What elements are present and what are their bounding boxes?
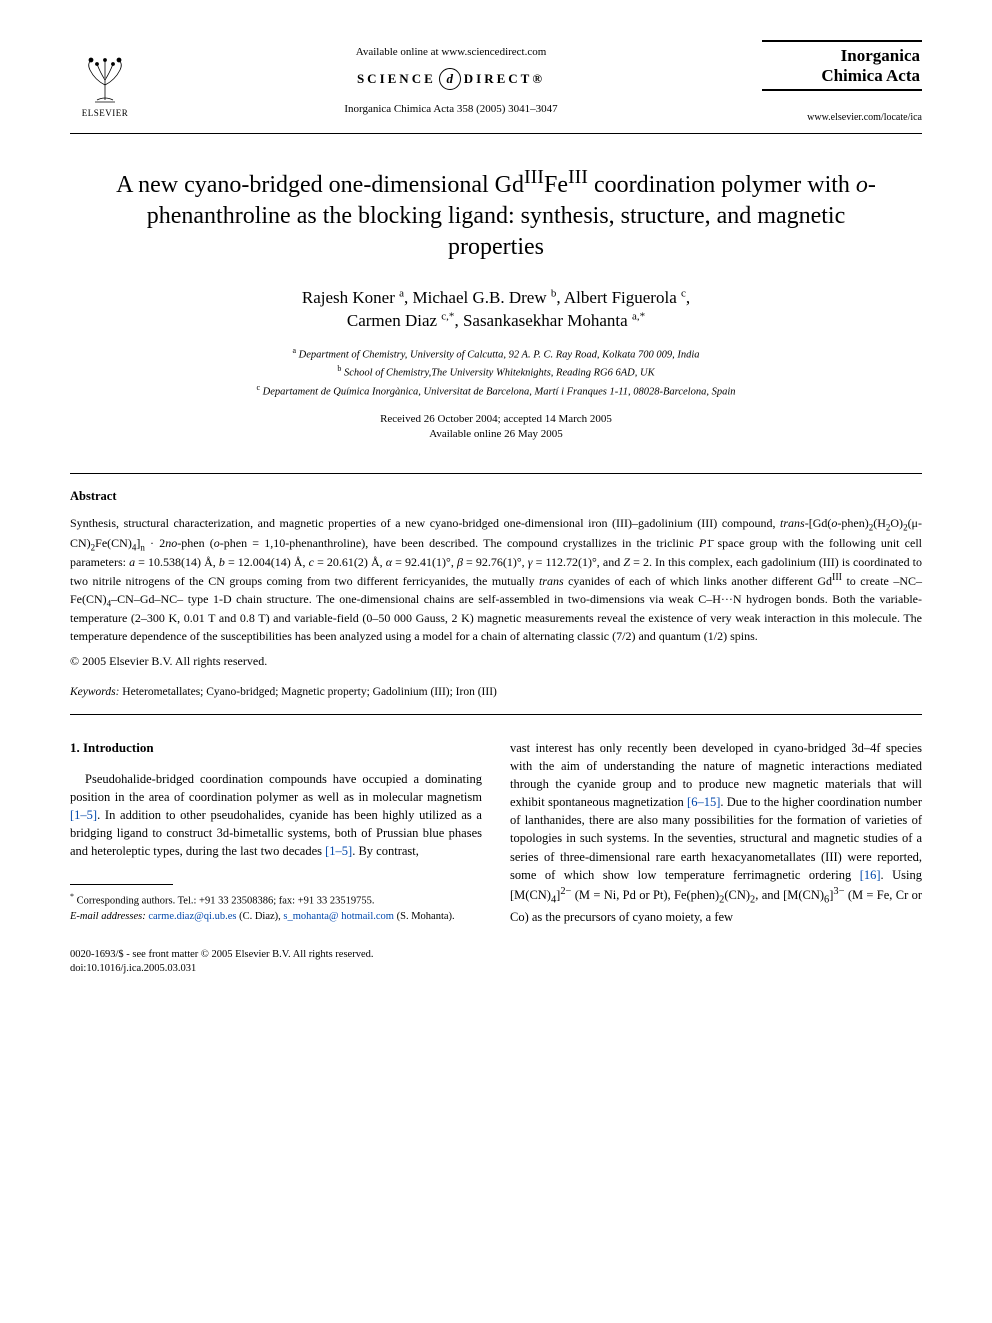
article-title: A new cyano-bridged one-dimensional GdII…	[110, 164, 882, 264]
front-matter: 0020-1693/$ - see front matter © 2005 El…	[70, 948, 922, 976]
corresponding-footnote: * Corresponding authors. Tel.: +91 33 23…	[70, 891, 482, 909]
journal-title-line2: Chimica Acta	[764, 66, 920, 86]
journal-title-line1: Inorganica	[764, 46, 920, 66]
affiliation-b: b School of Chemistry,The University Whi…	[70, 363, 922, 381]
abstract-heading: Abstract	[70, 488, 922, 506]
email-link-2[interactable]: s_mohanta@ hotmail.com	[283, 911, 394, 922]
keywords-label: Keywords:	[70, 686, 119, 698]
sciencedirect-logo: SCIENCE d DIRECT®	[140, 68, 762, 90]
affiliation-c: c Departament de Química Inorgànica, Uni…	[70, 382, 922, 400]
footnotes: * Corresponding authors. Tel.: +91 33 23…	[70, 891, 482, 924]
available-online-text: Available online at www.sciencedirect.co…	[140, 45, 762, 60]
footnote-divider	[70, 884, 173, 885]
authors-list: Rajesh Koner a, Michael G.B. Drew b, Alb…	[70, 286, 922, 334]
intro-para-2: vast interest has only recently been dev…	[510, 739, 922, 926]
issn-line: 0020-1693/$ - see front matter © 2005 El…	[70, 948, 922, 962]
email-link-1[interactable]: carme.diaz@qi.ub.es	[148, 911, 236, 922]
journal-title-box: Inorganica Chimica Acta	[762, 40, 922, 91]
header-center: Available online at www.sciencedirect.co…	[140, 40, 762, 118]
sd-text-left: SCIENCE	[357, 70, 436, 88]
doi-line: doi:10.1016/j.ica.2005.03.031	[70, 962, 922, 976]
abstract-body: Synthesis, structural characterization, …	[70, 515, 922, 645]
affiliation-a: a Department of Chemistry, University of…	[70, 345, 922, 363]
intro-para-1: Pseudohalide-bridged coordination compou…	[70, 770, 482, 861]
sd-text-right: DIRECT®	[464, 70, 545, 88]
column-right: vast interest has only recently been dev…	[510, 739, 922, 926]
sd-circle-icon: d	[439, 68, 461, 90]
copyright-line: © 2005 Elsevier B.V. All rights reserved…	[70, 653, 922, 670]
citation-line: Inorganica Chimica Acta 358 (2005) 3041–…	[140, 102, 762, 117]
elsevier-logo: ELSEVIER	[70, 40, 140, 120]
divider-top	[70, 473, 922, 474]
keywords-text: Heterometallates; Cyano-bridged; Magneti…	[119, 686, 496, 698]
online-date: Available online 26 May 2005	[70, 427, 922, 442]
body-columns: 1. Introduction Pseudohalide-bridged coo…	[70, 739, 922, 926]
received-date: Received 26 October 2004; accepted 14 Ma…	[70, 412, 922, 427]
email-footnote: E-mail addresses: carme.diaz@qi.ub.es (C…	[70, 910, 482, 925]
intro-heading: 1. Introduction	[70, 739, 482, 758]
elsevier-tree-icon	[75, 50, 135, 105]
journal-url: www.elsevier.com/locate/ica	[762, 111, 922, 125]
page-header: ELSEVIER Available online at www.science…	[70, 40, 922, 134]
journal-logo-block: Inorganica Chimica Acta www.elsevier.com…	[762, 40, 922, 125]
keywords: Keywords: Heterometallates; Cyano-bridge…	[70, 684, 922, 700]
elsevier-text: ELSEVIER	[82, 107, 129, 120]
affiliations: a Department of Chemistry, University of…	[70, 345, 922, 400]
article-dates: Received 26 October 2004; accepted 14 Ma…	[70, 412, 922, 443]
divider-bottom	[70, 714, 922, 715]
column-left: 1. Introduction Pseudohalide-bridged coo…	[70, 739, 482, 926]
